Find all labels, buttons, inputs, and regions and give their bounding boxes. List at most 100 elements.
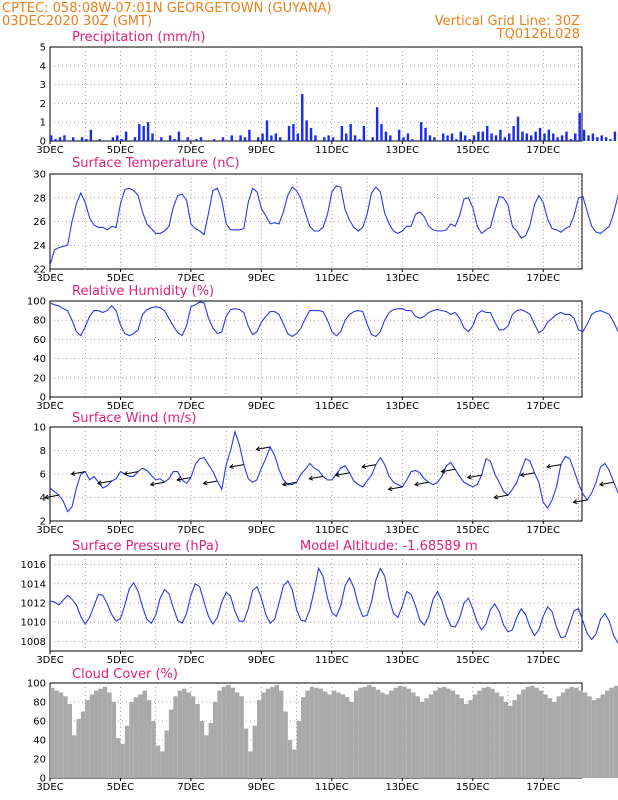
precip-bar [389,135,392,141]
precip-bar [490,133,493,141]
precip-bar [512,125,515,141]
precip-bar [345,133,348,141]
precip-bar [58,137,62,141]
precip-bar [168,135,172,141]
cloud-bar [406,688,412,778]
precip-bar [521,131,524,141]
cloud-bar [450,690,456,778]
rh-ytick-label: 40 [33,354,46,365]
wind-arrow-head [202,480,208,486]
cloud-bar [345,697,350,778]
wind-arrow-shaft [441,468,456,473]
rh-xtick-label: 9DEC [248,401,275,412]
cloud-bar [190,696,196,778]
precip-bar [609,139,612,141]
cloud-bar [243,728,249,778]
cloud-bar [565,688,570,778]
precip-panel: 0 1 2 3 4 5 3DEC 5DEC 7DEC 9DEC 11DEC 13DEC 15DEC 17D… [36,30,617,156]
cloud-bar [120,743,125,778]
wind-arrow-shaft [494,494,509,499]
precip-bar [406,133,410,141]
wind-xtick-label: 13DEC [385,525,419,536]
cloud-bar [437,687,442,778]
precip-bar [411,139,414,141]
precip-bar [538,127,542,141]
wind-arrow-shaft [256,446,271,450]
cloud-bar [459,698,464,778]
wind-arrow-shaft [335,472,350,476]
precip-bar [358,139,361,141]
precip-bar [569,139,573,141]
precip-bar [186,137,189,141]
cloud-bar [609,687,614,778]
cloud-ytick-label: 60 [33,717,46,728]
rh-ytick-label: 60 [33,335,46,346]
cloud-bar [221,686,227,778]
header-line3-right: TQ0126L028 [496,27,580,42]
cloud-bar [490,688,495,778]
cloud-bar [138,694,143,778]
meteogram-panels: 0 1 2 3 4 5 3DEC 5DEC 7DEC 9DEC 11DEC 13DEC 15DEC 17D… [21,30,618,793]
cloud-bar [204,735,209,778]
cloud-ytick-label: 0 [40,774,46,785]
precip-bar [138,124,141,141]
precip-bar [133,137,137,141]
temp-xtick-label: 7DEC [177,273,204,284]
cloud-bar [327,694,332,778]
wind-arrow-shaft [229,464,244,468]
temp-ytick-label: 28 [33,193,46,204]
precip-bar [459,131,462,141]
precip-xtick-label: 3DEC [36,145,63,156]
precip-bar [485,125,489,141]
cloud-bar [371,686,376,778]
precip-bar [530,135,533,141]
precip-ytick-label: 5 [40,43,46,54]
rh-ytick-label: 100 [27,297,46,308]
cloud-bar [552,702,557,778]
precip-bar [265,120,269,141]
cloud-bar [76,719,81,778]
precip-bar [116,135,119,141]
precip-bar [508,133,511,141]
header-line2-right: Vertical Grid Line: 30Z [435,14,580,29]
precip-bar [419,122,423,141]
precip-bar [534,131,537,141]
precip-bar [239,135,242,141]
precip-bar [552,133,555,141]
cloud-bar [494,692,500,778]
temp-xtick-label: 13DEC [385,273,419,284]
precip-ytick-label: 2 [40,99,46,110]
temp-ytick-label: 26 [33,217,46,228]
wind-arrow-head [176,476,182,482]
temp-xtick-label: 11DEC [315,273,349,284]
cloud-ytick-label: 100 [27,679,46,690]
cloud-bar [116,738,121,778]
precip-bar [160,137,163,141]
rh-ytick-label: 80 [33,316,46,327]
cloud-bar [50,687,55,778]
cloud-bar [182,688,187,778]
cloud-bar [80,711,86,778]
temp-xtick-label: 3DEC [36,273,63,284]
cloud-bar [296,721,302,778]
wind-arrow-head [308,475,314,481]
cloud-bar [318,688,324,778]
cloud-bar [265,688,271,778]
wind-arrow-shaft [97,480,112,484]
temp-ytick-label: 30 [33,170,46,181]
cloud-bar [142,690,147,778]
pressure-xtick-label: 15DEC [456,655,490,666]
cloud-bar [164,730,169,778]
cloud-bar [499,696,504,778]
cloud-bar [362,686,368,778]
pressure-series-line [49,566,618,645]
precip-bar [574,133,577,141]
cloud-bar [367,684,372,778]
cloud-xtick-label: 9DEC [248,782,275,793]
cloud-ytick-label: 80 [33,698,46,709]
cloud-bar [455,694,460,778]
cloud-bar [133,697,139,778]
cloud-bar [582,692,588,778]
cloud-bar [177,690,183,778]
cloud-bar [89,694,95,778]
